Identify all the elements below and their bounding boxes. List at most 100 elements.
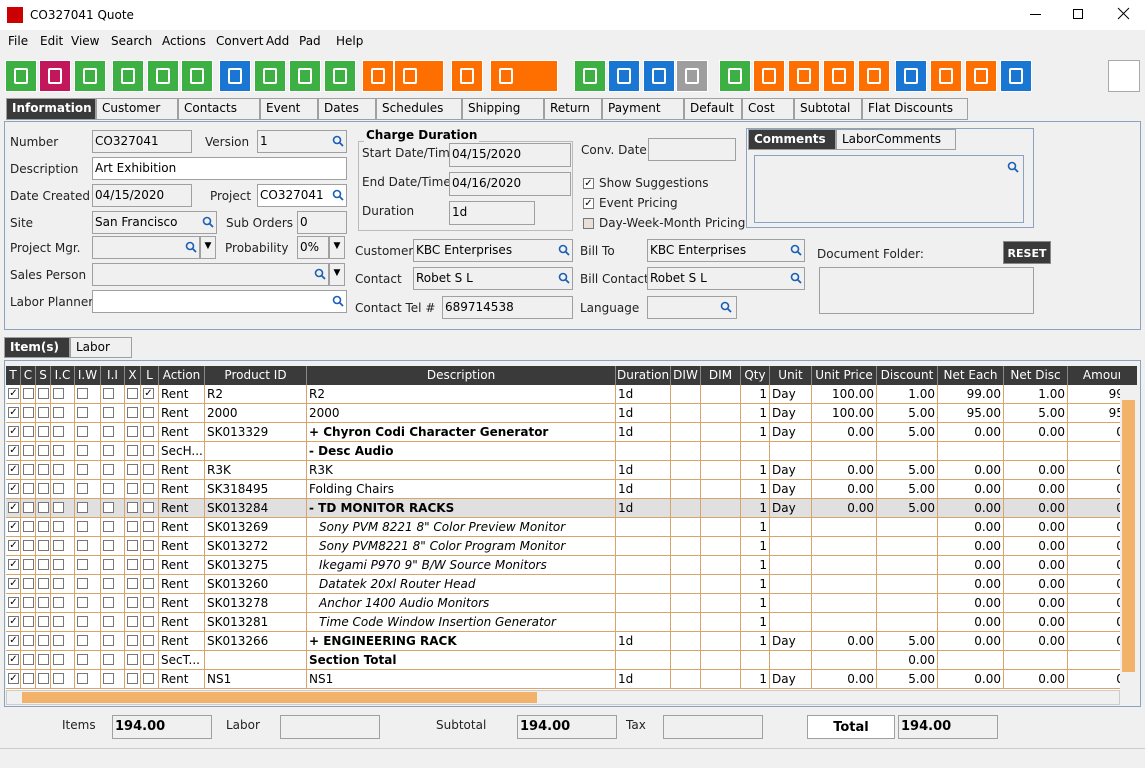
checkbox[interactable] xyxy=(103,616,114,627)
column-header[interactable]: Qty xyxy=(741,366,770,385)
checkbox[interactable] xyxy=(77,502,88,513)
checkbox[interactable]: ✓ xyxy=(8,502,19,513)
dropdown-button[interactable]: ▼ xyxy=(329,263,345,286)
toolbar-button[interactable] xyxy=(362,60,394,92)
checkbox[interactable] xyxy=(103,578,114,589)
toolbar-button[interactable] xyxy=(753,60,785,92)
exit-button[interactable] xyxy=(1108,60,1140,92)
text-field[interactable]: CO327041 xyxy=(257,184,347,207)
checkbox[interactable] xyxy=(53,407,64,418)
checkbox[interactable] xyxy=(583,218,594,229)
toolbar-button[interactable] xyxy=(74,60,106,92)
toolbar-button[interactable] xyxy=(965,60,997,92)
checkbox[interactable]: ✓ xyxy=(8,426,19,437)
checkbox[interactable] xyxy=(127,388,138,399)
toolbar-button[interactable] xyxy=(574,60,606,92)
text-field[interactable]: Robet S L xyxy=(413,267,573,290)
reset-button[interactable]: RESET xyxy=(1003,241,1051,264)
text-field[interactable] xyxy=(92,290,347,313)
checkbox[interactable] xyxy=(23,521,34,532)
maximize-button[interactable] xyxy=(1070,5,1088,23)
search-icon[interactable] xyxy=(332,135,344,147)
checkbox[interactable] xyxy=(77,521,88,532)
checkbox[interactable]: ✓ xyxy=(8,388,19,399)
checkbox[interactable]: ✓ xyxy=(8,521,19,532)
checkbox[interactable] xyxy=(23,540,34,551)
checkbox[interactable] xyxy=(23,616,34,627)
checkbox[interactable] xyxy=(143,673,154,684)
checkbox[interactable] xyxy=(77,464,88,475)
toolbar-button[interactable] xyxy=(112,60,144,92)
text-field[interactable]: 1d xyxy=(449,201,535,225)
checkbox[interactable]: ✓ xyxy=(8,407,19,418)
toolbar-button[interactable] xyxy=(394,60,444,92)
checkbox[interactable] xyxy=(23,426,34,437)
tab[interactable]: Comments xyxy=(748,129,836,150)
checkbox[interactable] xyxy=(53,521,64,532)
toolbar-button[interactable] xyxy=(823,60,855,92)
checkbox[interactable] xyxy=(23,502,34,513)
checkbox[interactable] xyxy=(103,464,114,475)
checkbox[interactable] xyxy=(103,540,114,551)
checkbox[interactable]: ✓ xyxy=(583,178,594,189)
column-header[interactable]: I.C xyxy=(51,366,75,385)
checkbox[interactable] xyxy=(23,635,34,646)
menu-item[interactable]: Actions xyxy=(162,34,206,48)
checkbox[interactable] xyxy=(38,483,49,494)
column-header[interactable]: Description xyxy=(307,366,616,385)
checkbox[interactable] xyxy=(103,407,114,418)
checkbox[interactable] xyxy=(38,388,49,399)
tab[interactable]: Dates xyxy=(318,98,376,120)
column-header[interactable]: DIW xyxy=(671,366,701,385)
minimize-button[interactable] xyxy=(1027,5,1045,23)
checkbox[interactable] xyxy=(143,445,154,456)
checkbox[interactable] xyxy=(53,673,64,684)
document-folder-box[interactable] xyxy=(819,267,1034,314)
checkbox[interactable] xyxy=(127,673,138,684)
search-icon[interactable] xyxy=(332,295,344,307)
text-field[interactable]: 04/15/2020 xyxy=(449,143,571,167)
checkbox[interactable] xyxy=(143,597,154,608)
text-field[interactable]: San Francisco xyxy=(92,211,217,234)
checkbox[interactable] xyxy=(23,654,34,665)
text-field[interactable]: 04/16/2020 xyxy=(449,172,571,196)
checkbox[interactable] xyxy=(143,540,154,551)
text-field[interactable]: KBC Enterprises xyxy=(413,239,573,262)
checkbox[interactable] xyxy=(38,445,49,456)
checkbox[interactable] xyxy=(127,445,138,456)
menu-item[interactable]: Convert xyxy=(216,34,264,48)
column-header[interactable]: Discount xyxy=(877,366,938,385)
search-icon[interactable] xyxy=(558,244,570,256)
checkbox[interactable] xyxy=(23,673,34,684)
tab[interactable]: Payment xyxy=(602,98,684,120)
menu-item[interactable]: Pad xyxy=(299,34,321,48)
checkbox[interactable]: ✓ xyxy=(8,483,19,494)
search-icon[interactable] xyxy=(332,189,344,201)
column-header[interactable]: I.I xyxy=(101,366,125,385)
column-header[interactable]: DIM xyxy=(701,366,741,385)
menu-item[interactable]: View xyxy=(71,34,100,48)
toolbar-button[interactable] xyxy=(490,60,558,92)
checkbox[interactable] xyxy=(127,426,138,437)
search-icon[interactable] xyxy=(314,268,326,280)
toolbar-button[interactable] xyxy=(930,60,962,92)
checkbox[interactable] xyxy=(23,578,34,589)
menu-item[interactable]: Add xyxy=(266,34,290,48)
checkbox[interactable] xyxy=(103,597,114,608)
scroll-thumb[interactable] xyxy=(22,692,537,703)
toolbar-button[interactable] xyxy=(451,60,483,92)
tab[interactable]: Customer xyxy=(96,98,178,120)
checkbox[interactable] xyxy=(143,502,154,513)
dropdown-button[interactable]: ▼ xyxy=(329,236,345,259)
checkbox[interactable] xyxy=(38,540,49,551)
tab[interactable]: Shipping xyxy=(462,98,544,120)
tab[interactable]: Return xyxy=(544,98,602,120)
search-icon[interactable] xyxy=(202,216,214,228)
checkbox[interactable] xyxy=(143,616,154,627)
column-header[interactable]: Unit Price xyxy=(812,366,877,385)
toolbar-button[interactable] xyxy=(719,60,751,92)
column-header[interactable]: Duration xyxy=(616,366,671,385)
dropdown-button[interactable]: ▼ xyxy=(200,236,216,259)
checkbox[interactable] xyxy=(127,578,138,589)
checkbox[interactable] xyxy=(23,388,34,399)
